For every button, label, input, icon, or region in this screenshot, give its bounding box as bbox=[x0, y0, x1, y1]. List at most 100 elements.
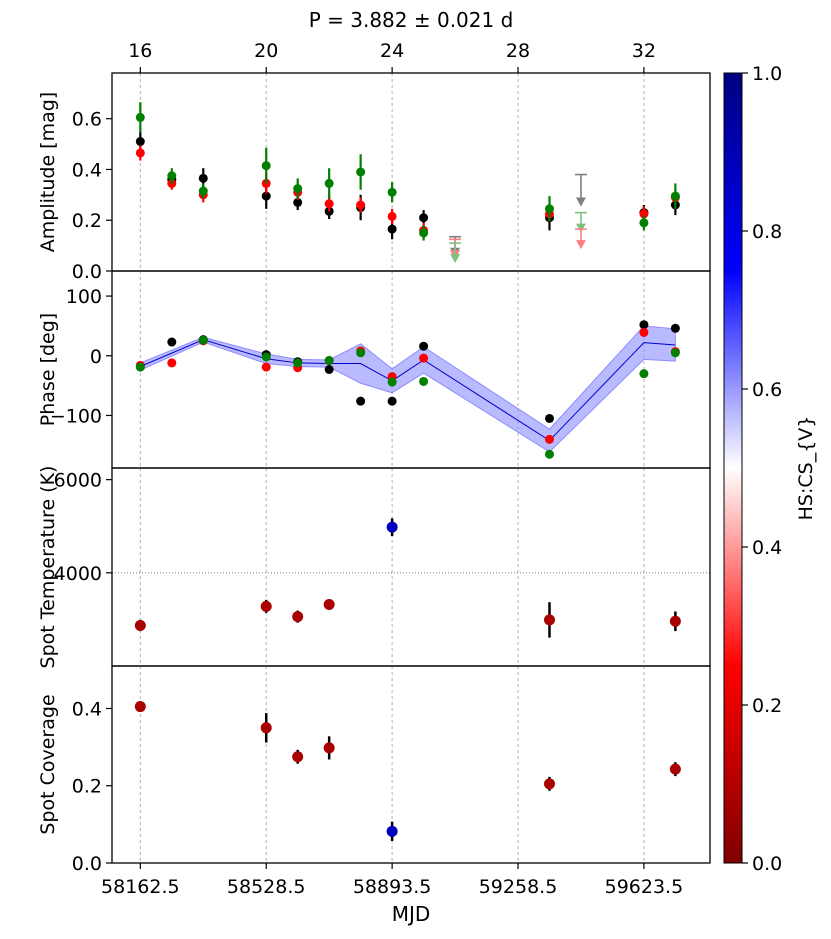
panel-amplitude: 0.0 0.2 0.4 0.6 Amplitude [mag] bbox=[37, 72, 711, 283]
top-tick-label: 16 bbox=[128, 40, 152, 62]
top-tick-label: 24 bbox=[380, 40, 404, 62]
data-point-black bbox=[387, 224, 397, 234]
bottom-axis: 58162.5 58528.5 58893.5 59258.5 59623.5 bbox=[101, 863, 683, 898]
data-point-green bbox=[419, 376, 429, 386]
data-point-green bbox=[544, 204, 554, 214]
x-tick-label: 59623.5 bbox=[605, 876, 684, 898]
data-point bbox=[543, 778, 555, 790]
data-point-green bbox=[293, 184, 303, 193]
upper-limit-arrow bbox=[575, 223, 586, 233]
data-point bbox=[669, 615, 681, 627]
top-tick-label: 20 bbox=[254, 40, 278, 62]
data-point-green bbox=[387, 377, 397, 387]
y-tick-label: 4000 bbox=[54, 563, 102, 585]
data-point-green bbox=[198, 186, 208, 196]
colorbar-tick-label: 0.2 bbox=[752, 695, 782, 717]
y-tick-label: 100 bbox=[66, 286, 102, 308]
top-axis: 16 20 24 28 32 bbox=[128, 40, 656, 73]
data-point-black bbox=[419, 213, 429, 223]
y-axis-label: Amplitude [mag] bbox=[37, 92, 59, 252]
panel-phase: −100 0 100 Phase [deg] bbox=[37, 270, 711, 469]
panel-spot_coverage: 0.0 0.2 0.4 Spot Coverage bbox=[37, 665, 711, 875]
data-point-red bbox=[356, 200, 366, 210]
data-point-black bbox=[167, 337, 177, 347]
data-point-red bbox=[639, 327, 649, 337]
data-point-green bbox=[419, 228, 429, 238]
top-tick-label: 32 bbox=[632, 40, 656, 62]
data-point-black bbox=[670, 323, 680, 333]
data-point bbox=[543, 614, 555, 626]
data-point-green bbox=[261, 352, 271, 362]
data-point-green bbox=[639, 218, 649, 228]
y-tick-label: 0 bbox=[90, 346, 102, 368]
data-point-green bbox=[670, 348, 680, 358]
data-point-red bbox=[324, 199, 334, 209]
data-point bbox=[292, 751, 304, 763]
data-point-black bbox=[324, 365, 334, 374]
data-point-green bbox=[293, 358, 303, 368]
colorbar-gradient bbox=[723, 72, 743, 864]
x-tick-label: 58893.5 bbox=[353, 876, 432, 898]
data-point-green bbox=[261, 161, 271, 171]
data-point bbox=[134, 619, 146, 631]
data-point-green bbox=[639, 369, 649, 379]
upper-limit-arrow bbox=[575, 240, 586, 250]
y-axis-label: Spot Temperature (K) bbox=[37, 466, 59, 669]
y-axis-label: Phase [deg] bbox=[37, 313, 59, 426]
data-point-black bbox=[419, 341, 429, 351]
data-point bbox=[669, 763, 681, 775]
data-point-black bbox=[639, 320, 649, 330]
panel-frame bbox=[111, 467, 711, 667]
data-point bbox=[386, 825, 398, 837]
model-line bbox=[140, 339, 676, 442]
data-point-red bbox=[167, 358, 177, 368]
colorbar-tick-label: 0.8 bbox=[752, 221, 782, 243]
data-point bbox=[260, 722, 272, 734]
data-point-green bbox=[135, 112, 145, 122]
data-point-black bbox=[293, 197, 303, 207]
upper-limit-arrow bbox=[450, 254, 461, 264]
data-point-green bbox=[324, 178, 334, 188]
colorbar: 0.0 0.2 0.4 0.6 0.8 1.0 HS:CS_{V} bbox=[723, 63, 817, 875]
y-tick-label: 0.4 bbox=[72, 159, 102, 181]
panels: 0.0 0.2 0.4 0.6 Amplitude [mag] −100 0 100 Phase… bbox=[37, 72, 711, 875]
data-point-red bbox=[639, 209, 649, 219]
data-point-red bbox=[419, 353, 429, 363]
x-tick-label: 58162.5 bbox=[101, 876, 180, 898]
data-point-red bbox=[261, 362, 271, 372]
y-tick-label: −100 bbox=[50, 405, 102, 427]
y-tick-label: 0.6 bbox=[72, 109, 102, 131]
data-point-red bbox=[135, 148, 145, 158]
data-point-black bbox=[544, 413, 554, 423]
data-point-black bbox=[261, 191, 271, 201]
x-axis-label: MJD bbox=[392, 902, 431, 926]
panel-frame bbox=[111, 72, 711, 272]
data-point bbox=[323, 599, 335, 611]
data-point-red bbox=[387, 211, 397, 221]
data-point-green bbox=[670, 191, 680, 201]
top-tick-label: 28 bbox=[506, 40, 530, 62]
data-point-green bbox=[356, 348, 366, 358]
data-point-green bbox=[356, 167, 366, 177]
y-tick-label: 0.0 bbox=[72, 853, 102, 875]
data-point-red bbox=[544, 434, 554, 444]
data-point bbox=[292, 611, 304, 623]
data-point bbox=[323, 742, 335, 754]
data-point-green bbox=[544, 449, 554, 459]
y-axis-label: Spot Coverage bbox=[37, 694, 59, 834]
model-band bbox=[139, 325, 676, 453]
x-tick-label: 59258.5 bbox=[479, 876, 558, 898]
data-point bbox=[134, 701, 146, 713]
chart-title: P = 3.882 ± 0.021 d bbox=[309, 8, 514, 32]
y-tick-label: 0.2 bbox=[72, 210, 102, 232]
data-point bbox=[260, 600, 272, 612]
data-point-green bbox=[198, 335, 208, 345]
data-point-green bbox=[387, 187, 397, 197]
data-point-black bbox=[135, 137, 145, 147]
colorbar-tick-label: 0.4 bbox=[752, 537, 782, 559]
colorbar-tick-label: 1.0 bbox=[752, 63, 782, 85]
data-point-green bbox=[324, 356, 334, 366]
y-tick-label: 0.4 bbox=[72, 698, 102, 720]
colorbar-label: HS:CS_{V} bbox=[795, 416, 817, 521]
